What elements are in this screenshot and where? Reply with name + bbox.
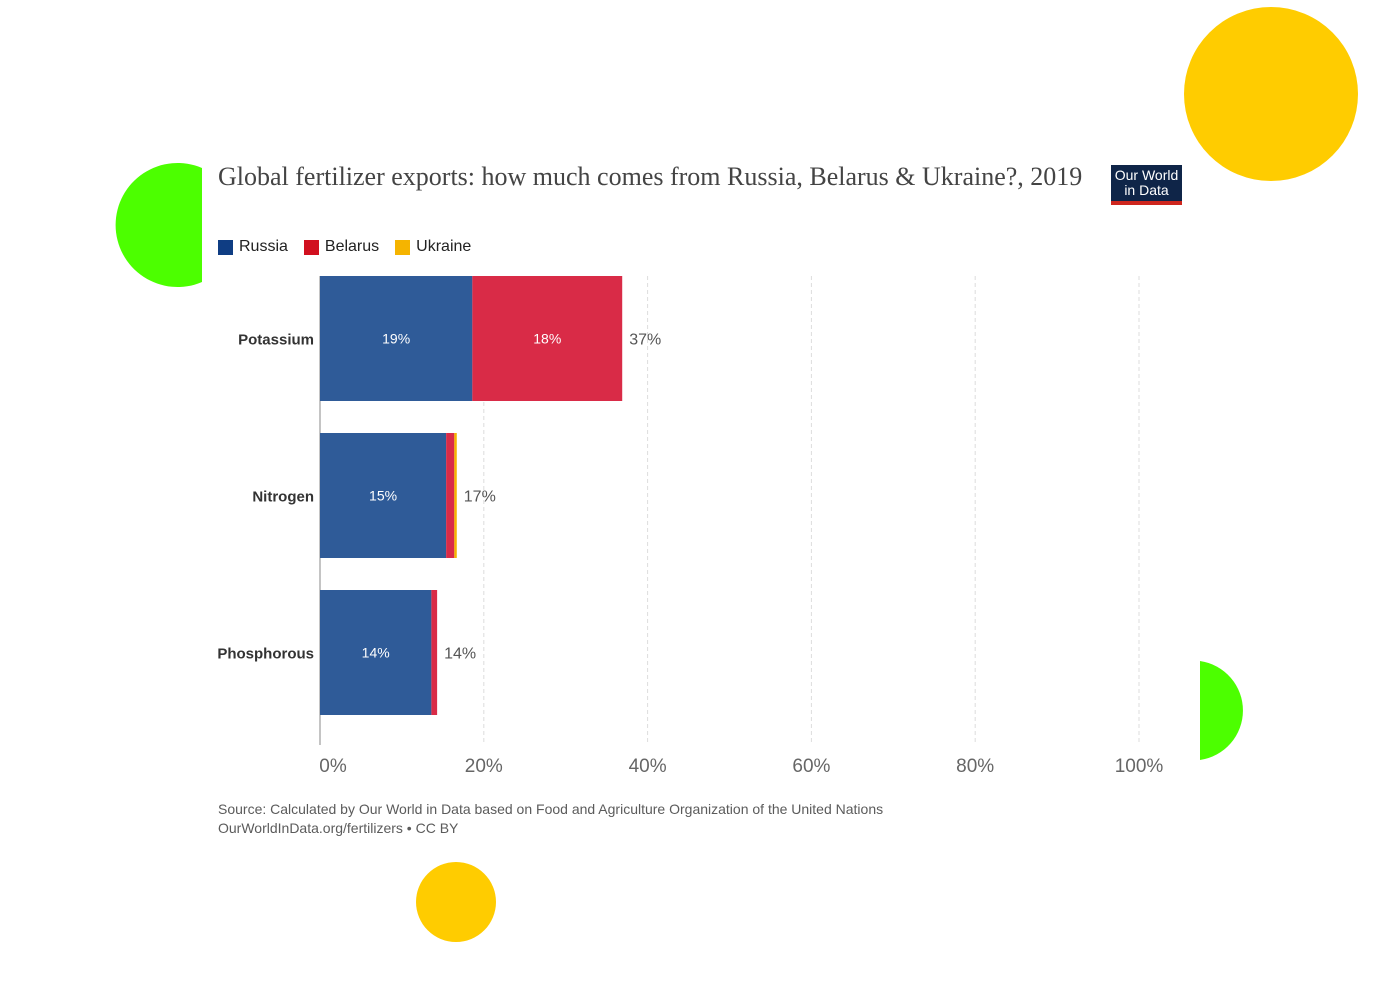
legend-swatch-russia — [218, 239, 233, 255]
decor-yellow-circle-small — [416, 862, 496, 942]
bar-potassium-russia — [320, 276, 473, 401]
legend-label-russia: Russia — [239, 238, 288, 255]
total-label-nitrogen: 17% — [464, 489, 496, 506]
source-note: Source: Calculated by Our World in Data … — [218, 800, 1118, 838]
x-tick-label-40: 40% — [629, 756, 667, 777]
bar-nitrogen-ukraine — [454, 433, 457, 558]
total-label-phosphorous: 14% — [444, 646, 476, 663]
category-label-phosphorous: Phosphorous — [217, 646, 314, 663]
logo-line-2: in Data — [1124, 182, 1169, 198]
category-label-nitrogen: Nitrogen — [252, 489, 314, 506]
bar-label-potassium-russia: 19% — [382, 331, 410, 347]
source-text: Source: Calculated by Our World in Data … — [218, 801, 884, 817]
chart-title: Global fertilizer exports: how much come… — [218, 162, 1083, 191]
x-tick-label-80: 80% — [956, 756, 994, 777]
legend-swatch-ukraine — [395, 239, 411, 255]
bar-nitrogen-belarus — [446, 433, 455, 558]
x-tick-label-60: 60% — [792, 756, 830, 777]
source-url[interactable]: OurWorldInData.org/fertilizers • CC BY — [218, 820, 459, 836]
legend-label-ukraine: Ukraine — [416, 238, 472, 255]
bar-phosphorous-russia — [320, 590, 432, 715]
legend-item-ukraine[interactable]: Ukraine — [395, 238, 471, 256]
legend-item-russia[interactable]: Russia — [218, 238, 288, 256]
legend-swatch-belarus — [303, 239, 319, 255]
legend-label-belarus: Belarus — [324, 238, 380, 255]
bar-nitrogen-russia — [320, 433, 447, 558]
total-label-potassium: 37% — [629, 332, 661, 349]
bar-label-phosphorous-russia: 14% — [362, 645, 390, 661]
decor-green-half-circle-right — [1200, 661, 1243, 760]
chart-legend: Russia Belarus Ukraine — [218, 236, 471, 258]
x-tick-label-20: 20% — [465, 756, 503, 777]
decor-yellow-circle-large — [1184, 7, 1358, 181]
category-label-potassium: Potassium — [238, 332, 314, 349]
x-tick-label-100: 100% — [1115, 756, 1164, 777]
bar-label-nitrogen-russia: 15% — [369, 488, 397, 504]
bar-phosphorous-belarus — [431, 590, 438, 715]
decor-green-circle-left — [115, 163, 202, 287]
bar-potassium-belarus — [472, 276, 623, 401]
bar-label-potassium-belarus: 18% — [533, 331, 561, 347]
owid-logo[interactable]: Our World in Data — [1111, 165, 1182, 205]
legend-item-belarus[interactable]: Belarus — [303, 238, 380, 256]
x-tick-label-0: 0% — [319, 756, 347, 777]
logo-line-1: Our World — [1114, 167, 1179, 183]
